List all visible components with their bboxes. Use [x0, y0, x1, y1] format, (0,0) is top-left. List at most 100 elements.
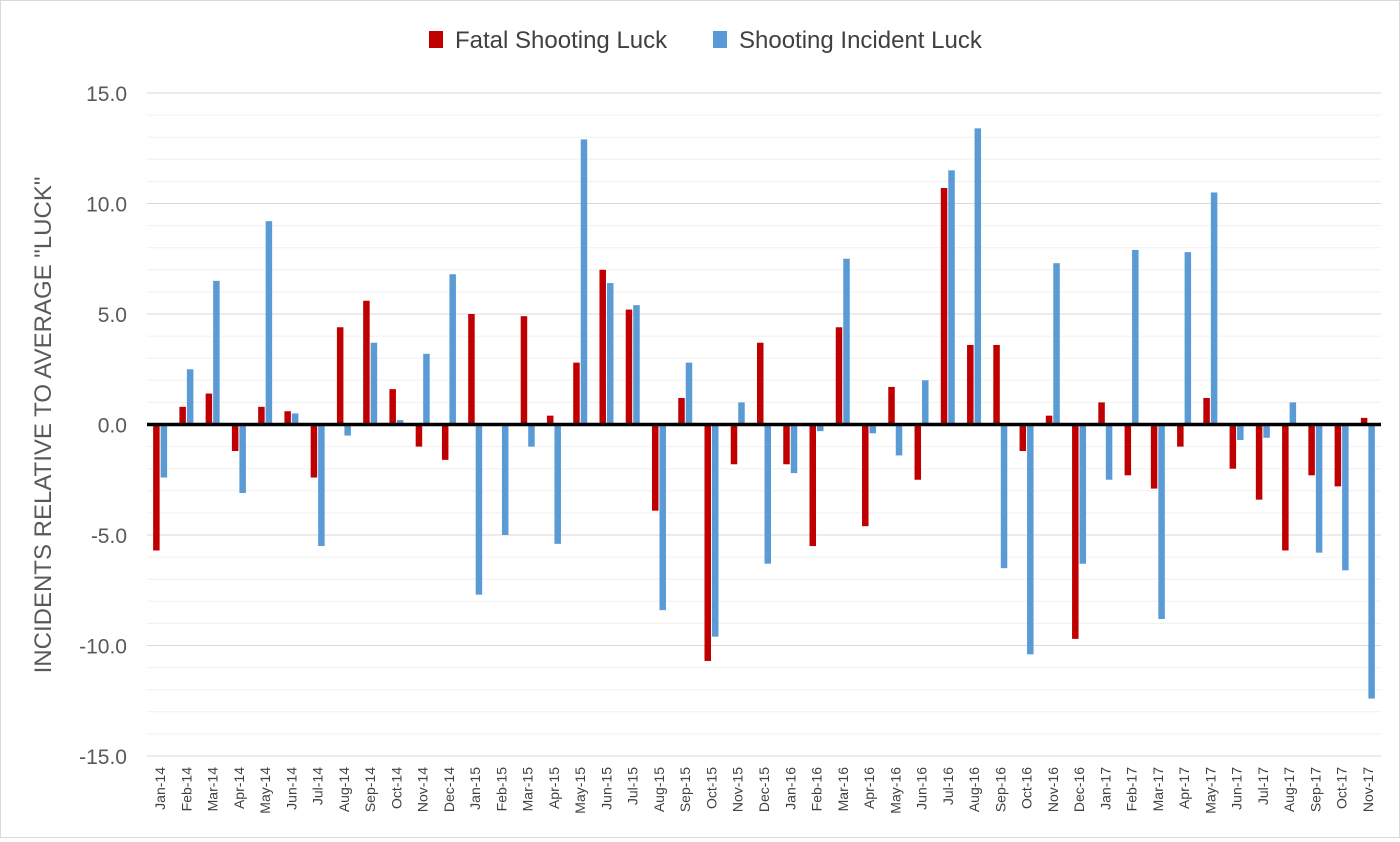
x-tick-label: Feb-14 — [178, 767, 194, 812]
bar-incident-14 — [528, 424, 535, 447]
bar-fatal-10 — [415, 424, 423, 447]
bar-incident-13 — [501, 424, 509, 535]
bar-incident-2 — [213, 280, 220, 425]
bar-incident-24 — [790, 424, 798, 474]
x-tick-label: Jan-16 — [782, 767, 798, 810]
bar-fatal-8 — [363, 300, 370, 425]
bar-incident-19 — [659, 424, 666, 611]
x-tick-label: Aug-14 — [336, 767, 352, 812]
bar-fatal-15 — [546, 415, 554, 425]
bar-incident-40 — [1210, 192, 1218, 425]
x-tick-label: Apr-16 — [861, 767, 877, 809]
bar-incident-23 — [764, 424, 771, 564]
legend: Fatal Shooting Luck Shooting Incident Luc… — [429, 27, 983, 54]
x-tick-label: Apr-17 — [1176, 767, 1192, 809]
bars — [153, 128, 1375, 699]
bar-fatal-7 — [336, 327, 344, 425]
x-tick-label: Oct-17 — [1334, 767, 1350, 809]
x-tick-label: Jul-15 — [625, 767, 641, 805]
bar-incident-33 — [1027, 424, 1034, 655]
x-tick-label: Oct-14 — [388, 767, 404, 809]
bar-fatal-23 — [757, 342, 764, 425]
bar-fatal-43 — [1282, 424, 1289, 551]
x-tick-label: Nov-15 — [730, 767, 746, 812]
x-axis-ticks: Jan-14 Feb-14 Mar-14 Apr-14 May-14 Jun-14 Jul-… — [152, 767, 1376, 814]
bar-incident-5 — [291, 413, 299, 425]
bar-fatal-39 — [1177, 424, 1184, 447]
y-axis-label: INCIDENTS RELATIVE TO AVERAGE "LUCK" — [30, 177, 57, 674]
bar-fatal-24 — [783, 424, 790, 465]
bar-incident-42 — [1263, 424, 1270, 438]
bar-incident-3 — [239, 424, 246, 494]
bar-incident-21 — [711, 424, 719, 637]
bar-incident-28 — [895, 424, 903, 456]
x-tick-label: Jan-14 — [152, 767, 168, 810]
x-tick-label: Dec-15 — [756, 767, 772, 812]
bar-fatal-25 — [809, 424, 817, 547]
legend-label-incident: Shooting Incident Luck — [739, 27, 983, 54]
legend-swatch-fatal — [429, 31, 443, 48]
bar-fatal-12 — [468, 314, 475, 425]
x-tick-label: Sep-17 — [1307, 767, 1323, 812]
bar-fatal-41 — [1229, 424, 1237, 469]
bar-incident-0 — [160, 424, 168, 478]
x-tick-label: Nov-14 — [415, 767, 431, 812]
legend-swatch-incident — [713, 31, 727, 48]
bar-incident-38 — [1158, 424, 1165, 619]
x-tick-label: Apr-14 — [231, 767, 247, 809]
x-tick-label: Aug-15 — [651, 767, 667, 812]
x-tick-label: Nov-16 — [1045, 767, 1061, 812]
bar-fatal-0 — [153, 424, 160, 551]
y-tick-label: 10.0 — [86, 194, 127, 217]
bar-fatal-1 — [179, 406, 186, 425]
x-tick-label: May-17 — [1202, 767, 1218, 814]
x-tick-label: May-15 — [572, 767, 588, 814]
bar-incident-8 — [370, 342, 378, 425]
x-tick-label: Jun-16 — [914, 767, 930, 810]
y-tick-label: 15.0 — [86, 83, 127, 106]
x-tick-label: Aug-16 — [966, 767, 982, 812]
bar-fatal-17 — [599, 269, 606, 425]
bar-incident-35 — [1079, 424, 1087, 564]
x-tick-label: Apr-15 — [546, 767, 562, 809]
bar-fatal-3 — [231, 424, 239, 452]
bar-incident-16 — [580, 139, 588, 425]
x-tick-label: Aug-17 — [1281, 767, 1297, 812]
bar-incident-11 — [449, 274, 456, 425]
x-tick-label: Sep-16 — [992, 767, 1008, 812]
bar-incident-17 — [606, 283, 614, 425]
bar-incident-27 — [869, 424, 877, 434]
y-tick-label: -10.0 — [79, 636, 127, 659]
bar-fatal-45 — [1334, 424, 1342, 487]
bar-incident-6 — [318, 424, 325, 547]
bar-incident-30 — [948, 170, 955, 425]
bar-incident-36 — [1105, 424, 1113, 480]
bar-incident-4 — [265, 221, 273, 425]
bar-incident-32 — [1000, 424, 1008, 569]
x-tick-label: Dec-14 — [441, 767, 457, 812]
bar-fatal-16 — [573, 362, 580, 425]
x-tick-label: Feb-15 — [493, 767, 509, 812]
x-tick-label: Oct-15 — [703, 767, 719, 809]
bar-fatal-36 — [1098, 402, 1105, 425]
x-tick-label: Sep-14 — [362, 767, 378, 812]
bar-incident-7 — [344, 424, 351, 436]
bar-fatal-32 — [993, 344, 1000, 425]
bar-fatal-38 — [1150, 424, 1158, 489]
bar-fatal-5 — [284, 411, 291, 425]
bar-fatal-35 — [1072, 424, 1079, 639]
y-tick-label: 5.0 — [98, 304, 127, 327]
bar-fatal-28 — [888, 386, 895, 425]
bar-incident-15 — [554, 424, 561, 544]
bar-fatal-34 — [1045, 415, 1053, 425]
x-tick-label: Sep-15 — [677, 767, 693, 812]
y-tick-label: -5.0 — [91, 525, 127, 548]
x-tick-label: May-14 — [257, 767, 273, 814]
x-tick-label: Jan-17 — [1097, 767, 1113, 810]
bar-fatal-4 — [258, 406, 265, 425]
x-tick-label: Dec-16 — [1071, 767, 1087, 812]
bar-incident-37 — [1132, 249, 1139, 425]
bar-incident-1 — [186, 369, 194, 425]
